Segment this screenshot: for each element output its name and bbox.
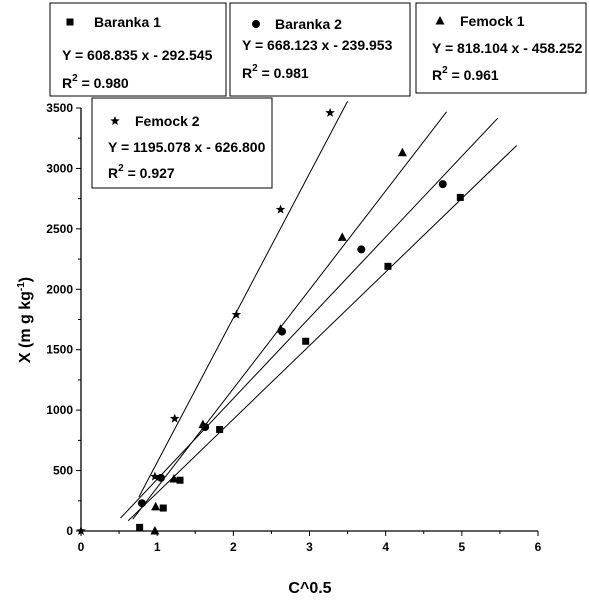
- x-tick-label: 5: [458, 540, 465, 554]
- legend-r2: R2 = 0.927: [108, 163, 175, 181]
- fit-line-square: [127, 145, 518, 522]
- triangle-point: [397, 147, 407, 157]
- y-tick-label: 1500: [46, 343, 73, 357]
- legend-r2-sup: 2: [252, 63, 258, 74]
- y-axis-title-main: X (m g kg: [17, 291, 34, 363]
- y-tick-label: 500: [53, 464, 73, 478]
- fit-line-triangle: [132, 111, 447, 520]
- triangle-legend-icon: [435, 16, 445, 25]
- legend-name: Baranka 2: [275, 16, 342, 32]
- triangle-point: [169, 474, 179, 483]
- legend-r2-value: = 0.927: [124, 165, 175, 181]
- y-tick-label: 2500: [46, 222, 73, 236]
- legend-marker: [66, 18, 74, 26]
- x-tick-label: 6: [535, 540, 542, 554]
- x-tick-label: 3: [306, 540, 313, 554]
- legend-r2-label: R: [242, 65, 252, 81]
- data-points: [76, 107, 464, 536]
- y-tick-label: 3000: [46, 161, 73, 175]
- legend-femock-1: Femock 1 Y = 818.104 x - 458.252 R2 = 0.…: [415, 2, 587, 94]
- square-point: [176, 476, 184, 484]
- legend-marker: [110, 116, 120, 126]
- circle-point: [438, 180, 447, 189]
- legend-femock-2: Femock 2 Y = 1195.078 x - 626.800 R2 = 0…: [91, 97, 273, 189]
- y-tick-label: 1000: [46, 403, 73, 417]
- x-tick-label: 4: [382, 540, 389, 554]
- y-tick-label: 0: [66, 524, 73, 538]
- y-axis-title-sup: -1: [16, 282, 27, 291]
- legend-equation: Y = 668.123 x - 239.953: [242, 37, 393, 53]
- x-tick-label: 0: [78, 540, 85, 554]
- legend-name: Baranka 1: [94, 14, 161, 30]
- legend-equation: Y = 1195.078 x - 626.800: [108, 139, 266, 155]
- legend-name: Femock 2: [135, 113, 200, 129]
- y-axis-title: X (m g kg-1): [16, 277, 34, 363]
- legend-r2-value: = 0.980: [78, 75, 129, 91]
- square-point: [159, 504, 167, 512]
- circle-point: [357, 245, 366, 254]
- legend-equation: Y = 818.104 x - 458.252: [432, 40, 583, 56]
- legend-baranka-2: Baranka 2 Y = 668.123 x - 239.953 R2 = 0…: [229, 2, 411, 97]
- fit-line-circle: [120, 117, 498, 519]
- circle-point: [156, 473, 165, 482]
- legend-r2-sup: 2: [442, 65, 448, 76]
- legend-r2-sup: 2: [72, 73, 78, 84]
- legend-r2: R2 = 0.981: [242, 63, 309, 81]
- triangle-point: [150, 526, 160, 535]
- circle-legend-icon: [252, 20, 260, 28]
- star-point: [150, 471, 160, 481]
- y-tick-label: 2000: [46, 282, 73, 296]
- triangle-point: [337, 232, 347, 241]
- legend-r2-label: R: [62, 75, 72, 91]
- square-point: [302, 337, 310, 345]
- star-point: [325, 107, 335, 117]
- legend-name: Femock 1: [460, 13, 525, 29]
- legend-r2-value: = 0.961: [448, 67, 499, 83]
- square-point: [216, 425, 224, 433]
- legend-baranka-1: Baranka 1 Y = 608.835 x - 292.545 R2 = 0…: [49, 2, 227, 97]
- square-point: [136, 523, 144, 531]
- x-axis-title: C^0.5: [288, 580, 331, 597]
- legend-marker: [252, 20, 260, 28]
- star-point: [76, 526, 86, 536]
- legend-r2-label: R: [108, 165, 118, 181]
- legend-marker: [435, 16, 445, 25]
- legend-r2: R2 = 0.980: [62, 73, 129, 91]
- star-point: [275, 204, 286, 214]
- legend-r2: R2 = 0.961: [432, 65, 499, 83]
- triangle-point: [276, 324, 286, 333]
- star-point: [231, 309, 242, 319]
- x-tick-label: 2: [230, 540, 237, 554]
- y-axis-title-close: ): [17, 277, 34, 282]
- star-point: [169, 413, 180, 423]
- triangle-point: [151, 501, 161, 511]
- x-tick-label: 1: [154, 540, 161, 554]
- square-point: [456, 193, 464, 201]
- legend-r2-sup: 2: [118, 163, 124, 174]
- square-point: [384, 262, 392, 270]
- circle-point: [137, 499, 146, 508]
- legend-equation: Y = 608.835 x - 292.545: [62, 47, 213, 63]
- fit-lines: [120, 101, 518, 522]
- legend-r2-label: R: [432, 67, 442, 83]
- star-legend-icon: [110, 116, 120, 126]
- y-tick-label: 3500: [46, 101, 73, 115]
- legend-r2-value: = 0.981: [258, 65, 309, 81]
- fit-line-star: [138, 101, 349, 498]
- square-legend-icon: [66, 18, 74, 26]
- triangle-point: [198, 419, 208, 429]
